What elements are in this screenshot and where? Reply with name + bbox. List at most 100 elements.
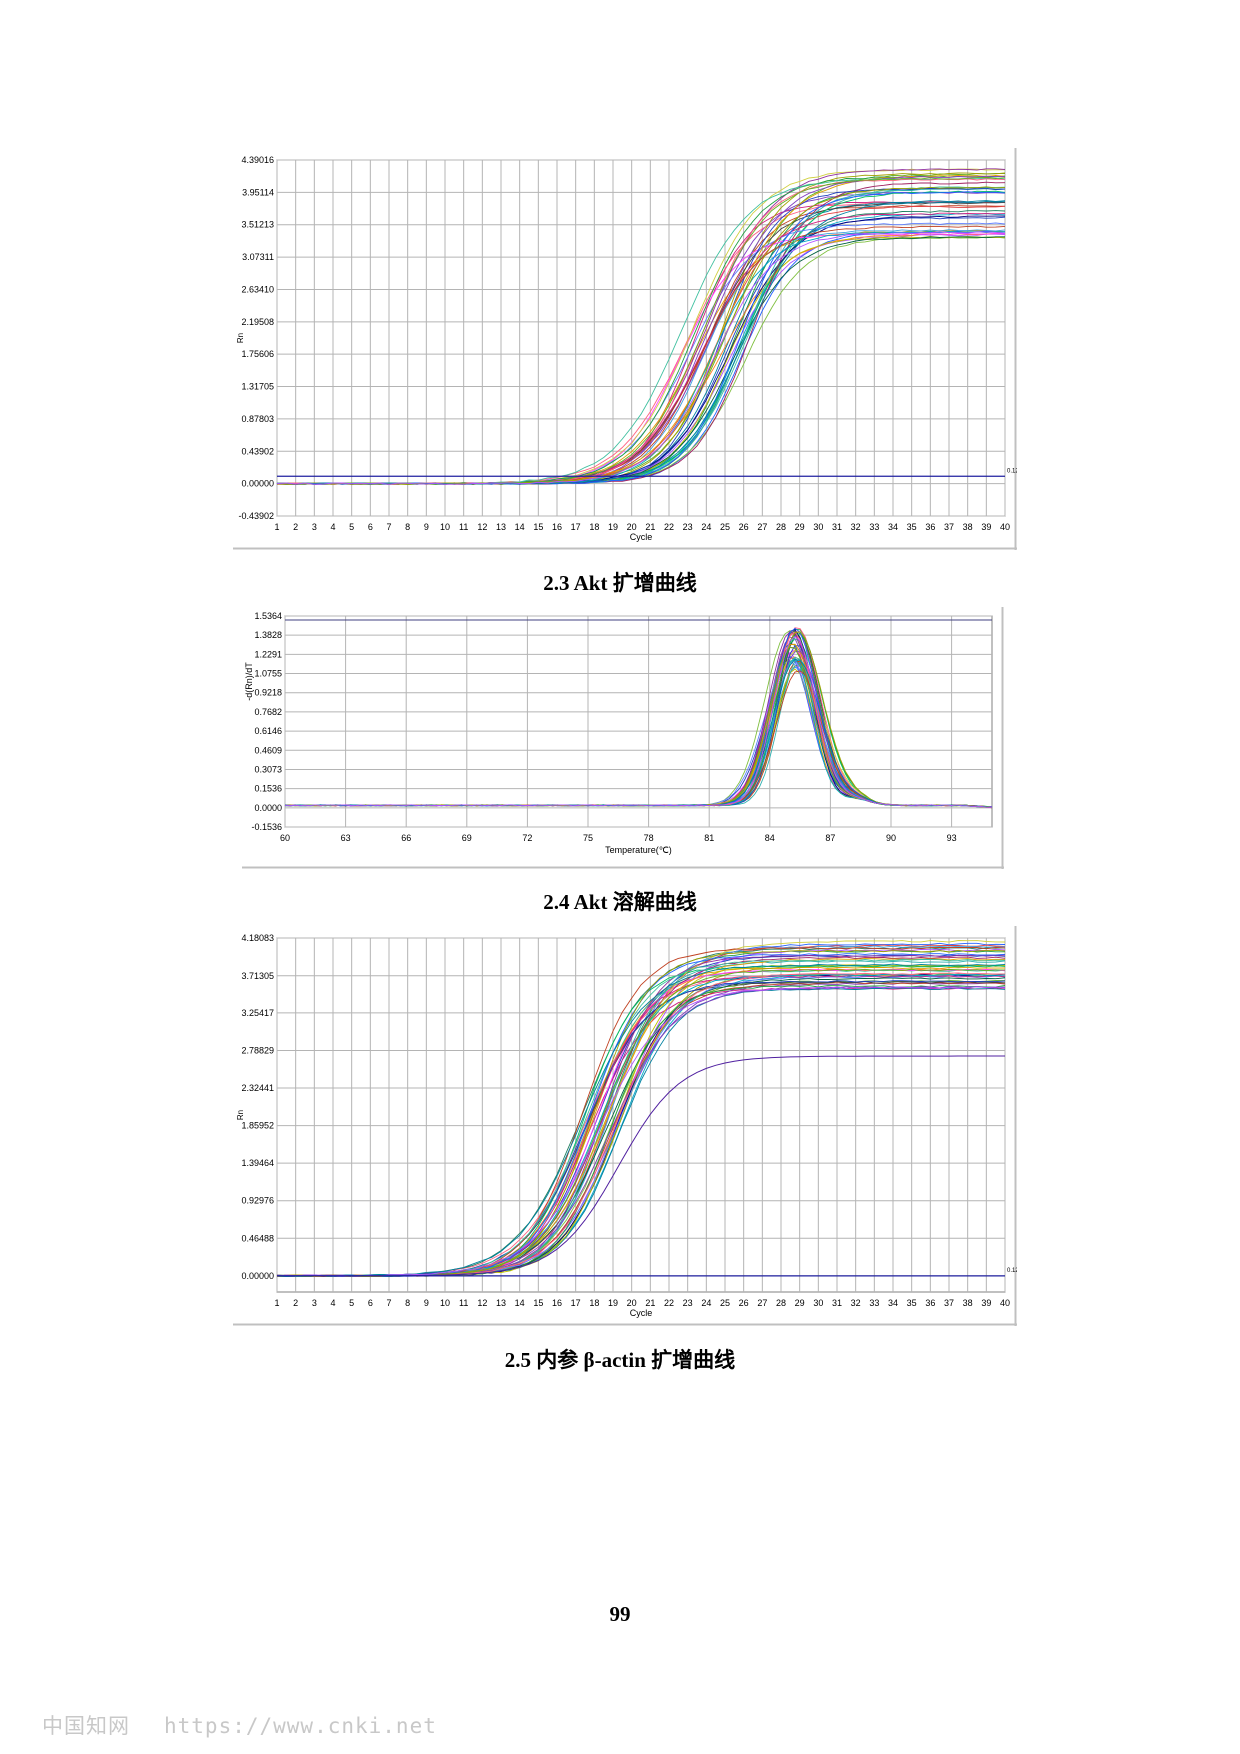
x-tick-label: 24 <box>701 1298 711 1308</box>
y-tick-label: 1.31705 <box>241 382 274 392</box>
x-tick-label: 39 <box>981 522 991 532</box>
x-tick-label: 36 <box>925 1298 935 1308</box>
y-tick-label: 1.0755 <box>254 669 282 679</box>
x-tick-label: 8 <box>405 1298 410 1308</box>
x-tick-label: 7 <box>386 522 391 532</box>
chart-beta-actin-amplification: 1 2 3 4 5 6 7 8 9 10 11 12 13 14 15 16 17 18 19 20 21 22 23 24 2… <box>233 926 1017 1326</box>
x-tick-label: 10 <box>440 522 450 532</box>
x-tick-label: 20 <box>627 1298 637 1308</box>
x-tick-label: 34 <box>888 522 898 532</box>
y-tick-label: -0.1536 <box>251 822 282 832</box>
plot-area <box>276 937 1006 1293</box>
y-axis-label: Rn <box>236 1110 245 1120</box>
x-tick-label: 34 <box>888 1298 898 1308</box>
y-tick-label: 2.32441 <box>241 1083 274 1093</box>
chart-akt-amplification-svg: 1 2 3 4 5 6 7 8 9 10 11 12 13 14 15 16 17 18 19 20 21 22 23 24 2… <box>233 148 1017 550</box>
y-tick-label: 3.07311 <box>242 252 274 262</box>
caption-akt-melting: 2.4 Akt 溶解曲线 <box>543 890 697 914</box>
x-tick-label: 4 <box>330 522 335 532</box>
melt-curve <box>284 636 993 808</box>
x-tick-label: 21 <box>645 1298 655 1308</box>
y-tick-label: 1.75606 <box>241 349 274 359</box>
x-tick-label: 69 <box>462 833 472 843</box>
x-tick-label: 33 <box>869 522 879 532</box>
x-tick-label: 1 <box>274 1298 279 1308</box>
x-tick-label: 30 <box>813 522 823 532</box>
watermark-cn: 中国知网 <box>42 1714 130 1738</box>
plot-area <box>284 615 993 828</box>
y-tick-label: 1.2291 <box>254 649 282 659</box>
x-tick-label: 27 <box>757 522 767 532</box>
x-tick-label: 28 <box>776 522 786 532</box>
x-tick-label: 23 <box>683 522 693 532</box>
x-tick-label: 16 <box>552 522 562 532</box>
y-tick-label: 0.7682 <box>254 707 282 717</box>
x-tick-label: 78 <box>644 833 654 843</box>
y-tick-label: 1.5364 <box>254 611 282 621</box>
x-tick-label: 2 <box>293 1298 298 1308</box>
y-tick-label: 0.0000 <box>254 803 282 813</box>
cnki-watermark: 中国知网 https://www.cnki.net <box>42 1710 437 1740</box>
x-tick-label: 13 <box>496 1298 506 1308</box>
y-tick-label: 0.46488 <box>241 1233 274 1243</box>
caption-beta-actin-amplification: 2.5 内参 β-actin 扩增曲线 <box>504 1348 736 1372</box>
y-tick-label: -0.43902 <box>238 511 274 521</box>
x-tick-label: 12 <box>477 522 487 532</box>
x-axis-label: Cycle <box>630 1308 653 1318</box>
x-tick-label: 22 <box>664 1298 674 1308</box>
x-tick-label: 22 <box>664 522 674 532</box>
y-tick-label: 0.87803 <box>241 414 274 424</box>
y-tick-label: 1.39464 <box>241 1158 274 1168</box>
x-tick-label: 39 <box>981 1298 991 1308</box>
x-tick-label: 19 <box>608 1298 618 1308</box>
y-tick-label: 4.39016 <box>241 155 274 165</box>
x-tick-label: 29 <box>795 1298 805 1308</box>
x-tick-label: 9 <box>424 522 429 532</box>
x-tick-label: 81 <box>704 833 714 843</box>
chart-beta-actin-amplification-svg: 1 2 3 4 5 6 7 8 9 10 11 12 13 14 15 16 17 18 19 20 21 22 23 24 2… <box>233 926 1017 1326</box>
x-axis-label: Temperature(℃) <box>605 845 672 855</box>
amplification-curve <box>276 986 1006 1277</box>
x-tick-label: 35 <box>907 522 917 532</box>
y-tick-label: 0.3073 <box>254 764 282 774</box>
x-tick-label: 38 <box>963 1298 973 1308</box>
x-tick-label: 37 <box>944 522 954 532</box>
x-tick-label: 6 <box>368 522 373 532</box>
x-tick-label: 15 <box>533 1298 543 1308</box>
y-axis-label: Rn <box>236 333 245 343</box>
x-tick-label: 38 <box>963 522 973 532</box>
x-tick-label: 87 <box>825 833 835 843</box>
x-tick-label: 60 <box>280 833 290 843</box>
threshold-label: 0.12 <box>1007 468 1017 474</box>
y-tick-label: 0.43902 <box>241 446 274 456</box>
x-tick-label: 28 <box>776 1298 786 1308</box>
x-tick-label: 26 <box>739 1298 749 1308</box>
x-tick-label: 63 <box>341 833 351 843</box>
x-tick-label: 29 <box>795 522 805 532</box>
x-tick-label: 30 <box>813 1298 823 1308</box>
x-tick-label: 9 <box>424 1298 429 1308</box>
x-tick-label: 40 <box>1000 522 1010 532</box>
x-tick-label: 16 <box>552 1298 562 1308</box>
x-tick-label: 84 <box>765 833 775 843</box>
y-tick-label: 0.9218 <box>254 688 282 698</box>
x-tick-label: 36 <box>925 522 935 532</box>
x-tick-label: 93 <box>947 833 957 843</box>
x-tick-label: 75 <box>583 833 593 843</box>
y-tick-label: 2.63410 <box>241 284 274 294</box>
grid-lines <box>284 615 992 828</box>
x-tick-label: 33 <box>869 1298 879 1308</box>
x-tick-label: 24 <box>701 522 711 532</box>
x-tick-label: 23 <box>683 1298 693 1308</box>
y-tick-label: 2.78829 <box>241 1046 274 1056</box>
x-tick-label: 13 <box>496 522 506 532</box>
x-tick-label: 26 <box>739 522 749 532</box>
x-tick-label: 1 <box>274 522 279 532</box>
x-tick-label: 31 <box>832 1298 842 1308</box>
watermark-url: https://www.cnki.net <box>164 1714 437 1738</box>
x-tick-label: 27 <box>757 1298 767 1308</box>
x-axis-label: Cycle <box>630 532 653 542</box>
x-tick-label: 7 <box>386 1298 391 1308</box>
y-axis-label: -d(Rn)/dT <box>244 662 254 701</box>
x-tick-label: 2 <box>293 522 298 532</box>
